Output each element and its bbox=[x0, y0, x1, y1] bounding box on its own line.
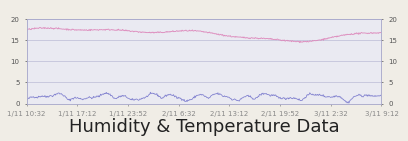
Text: Humidity & Temperature Data: Humidity & Temperature Data bbox=[69, 118, 339, 136]
